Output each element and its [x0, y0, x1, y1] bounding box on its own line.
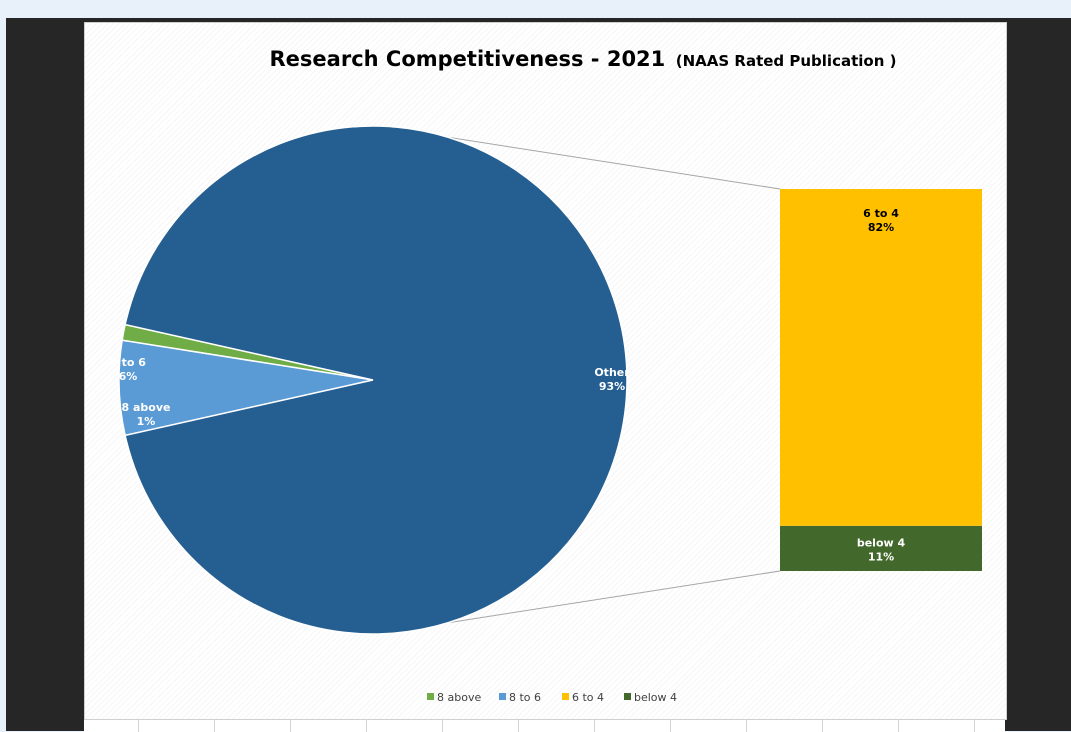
secondary-bar: [780, 189, 982, 571]
pie-slice-other: [124, 125, 628, 635]
data-label-6-to-4-value: 82%: [868, 221, 894, 234]
data-label-other-name: Other: [594, 366, 630, 379]
worksheet-grid-strip: [84, 719, 1005, 732]
legend-swatch-below-4: [624, 693, 631, 700]
chart-title-main: Research Competitiveness - 2021: [270, 47, 666, 71]
legend-label-8-above: 8 above: [437, 691, 481, 704]
chart-title-sub: (NAAS Rated Publication ): [676, 52, 897, 70]
data-label-8-to-6-value: 6%: [119, 370, 138, 383]
legend-label-6-to-4: 6 to 4: [572, 691, 604, 704]
data-label-other-value: 93%: [599, 380, 625, 393]
legend-label-8-to-6: 8 to 6: [509, 691, 541, 704]
legend-swatch-6-to-4: [562, 693, 569, 700]
data-label-8-to-6-name: 8 to 6: [110, 356, 146, 369]
legend: 8 above 8 to 6 6 to 4 below 4: [427, 691, 677, 704]
bar-segment-6-to-4: [780, 189, 982, 526]
legend-label-below-4: below 4: [634, 691, 677, 704]
data-label-below-4-name: below 4: [857, 536, 906, 549]
data-label-8-above-value: 1%: [137, 415, 156, 428]
data-label-6-to-4-name: 6 to 4: [863, 207, 899, 220]
chart-title: Research Competitiveness - 2021 (NAAS Ra…: [270, 47, 897, 71]
pie: [118, 125, 628, 635]
legend-swatch-8-above: [427, 693, 434, 700]
data-label-below-4-value: 11%: [868, 550, 894, 563]
legend-swatch-8-to-6: [499, 693, 506, 700]
data-label-8-above-name: 8 above: [122, 401, 171, 414]
bar-segment-below-4: [780, 525, 982, 571]
